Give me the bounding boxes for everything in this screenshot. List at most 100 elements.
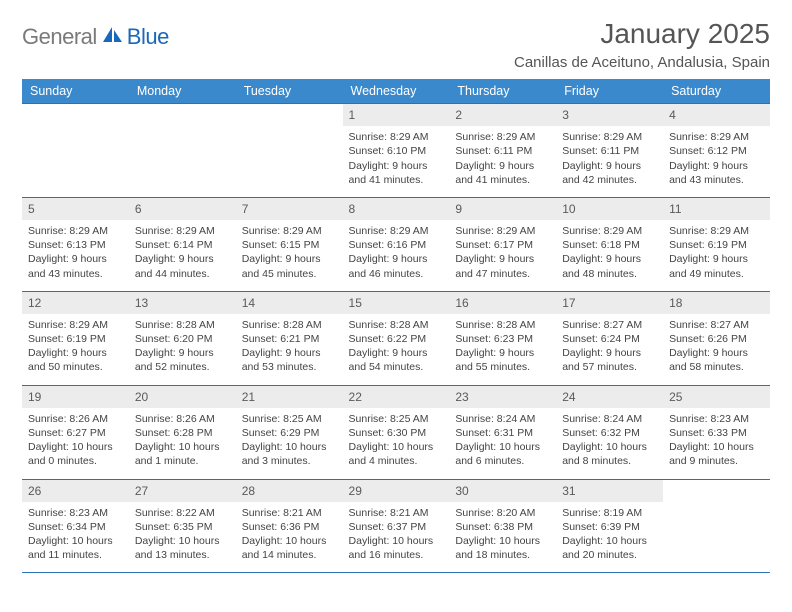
day-number: 12	[22, 292, 129, 314]
calendar-table: Sunday Monday Tuesday Wednesday Thursday…	[22, 79, 770, 573]
weekday-header: Friday	[556, 79, 663, 104]
weekday-header: Saturday	[663, 79, 770, 104]
day-info: Sunrise: 8:25 AM Sunset: 6:30 PM Dayligh…	[349, 412, 444, 469]
calendar-week-row: 19Sunrise: 8:26 AM Sunset: 6:27 PM Dayli…	[22, 385, 770, 479]
brand-general: General	[22, 24, 97, 50]
calendar-day-cell: 21 Sunrise: 8:25 AM Sunset: 6:29 PM Dayli…	[236, 385, 343, 479]
day-info: Sunrise: 8:29 AM Sunset: 6:11 PM Dayligh…	[562, 130, 657, 187]
day-number: 29	[343, 480, 450, 502]
day-info: Sunrise: 8:25 AM Sunset: 6:29 PM Dayligh…	[242, 412, 337, 469]
day-number: 13	[129, 292, 236, 314]
day-info: Sunrise: 8:29 AM Sunset: 6:15 PM Dayligh…	[242, 224, 337, 281]
weekday-header: Sunday	[22, 79, 129, 104]
calendar-day-cell: 17 Sunrise: 8:27 AM Sunset: 6:24 PM Dayli…	[556, 291, 663, 385]
day-number: 30	[449, 480, 556, 502]
day-info: Sunrise: 8:24 AM Sunset: 6:32 PM Dayligh…	[562, 412, 657, 469]
day-number: 23	[449, 386, 556, 408]
day-info: Sunrise: 8:29 AM Sunset: 6:14 PM Dayligh…	[135, 224, 230, 281]
calendar-day-cell: 23 Sunrise: 8:24 AM Sunset: 6:31 PM Dayli…	[449, 385, 556, 479]
calendar-day-cell: 27Sunrise: 8:22 AM Sunset: 6:35 PM Dayli…	[129, 479, 236, 573]
day-number: 15	[343, 292, 450, 314]
weekday-header: Wednesday	[343, 79, 450, 104]
day-info: Sunrise: 8:19 AM Sunset: 6:39 PM Dayligh…	[562, 506, 657, 563]
day-number: 7	[236, 198, 343, 220]
page-title: January 2025	[514, 18, 770, 50]
calendar-day-cell: 19Sunrise: 8:26 AM Sunset: 6:27 PM Dayli…	[22, 385, 129, 479]
day-info: Sunrise: 8:29 AM Sunset: 6:19 PM Dayligh…	[28, 318, 123, 375]
day-info: Sunrise: 8:29 AM Sunset: 6:19 PM Dayligh…	[669, 224, 764, 281]
day-number: 6	[129, 198, 236, 220]
calendar-day-cell: 6 Sunrise: 8:29 AM Sunset: 6:14 PM Daylig…	[129, 197, 236, 291]
calendar-week-row: 12 Sunrise: 8:29 AM Sunset: 6:19 PM Dayli…	[22, 291, 770, 385]
calendar-day-cell: 26 Sunrise: 8:23 AM Sunset: 6:34 PM Dayli…	[22, 479, 129, 573]
calendar-day-cell: 25 Sunrise: 8:23 AM Sunset: 6:33 PM Dayli…	[663, 385, 770, 479]
calendar-day-cell: 2Sunrise: 8:29 AM Sunset: 6:11 PM Daylig…	[449, 104, 556, 198]
calendar-day-cell: 22 Sunrise: 8:25 AM Sunset: 6:30 PM Dayli…	[343, 385, 450, 479]
weekday-header-row: Sunday Monday Tuesday Wednesday Thursday…	[22, 79, 770, 104]
brand-logo: General Blue	[22, 24, 169, 50]
day-info: Sunrise: 8:24 AM Sunset: 6:31 PM Dayligh…	[455, 412, 550, 469]
calendar-day-cell: 8 Sunrise: 8:29 AM Sunset: 6:16 PM Daylig…	[343, 197, 450, 291]
calendar-day-cell	[236, 104, 343, 198]
day-info: Sunrise: 8:29 AM Sunset: 6:13 PM Dayligh…	[28, 224, 123, 281]
day-number: 31	[556, 480, 663, 502]
day-info: Sunrise: 8:29 AM Sunset: 6:16 PM Dayligh…	[349, 224, 444, 281]
day-number: 11	[663, 198, 770, 220]
calendar-day-cell: 1Sunrise: 8:29 AM Sunset: 6:10 PM Daylig…	[343, 104, 450, 198]
day-info: Sunrise: 8:21 AM Sunset: 6:37 PM Dayligh…	[349, 506, 444, 563]
calendar-day-cell: 30 Sunrise: 8:20 AM Sunset: 6:38 PM Dayli…	[449, 479, 556, 573]
day-info: Sunrise: 8:29 AM Sunset: 6:18 PM Dayligh…	[562, 224, 657, 281]
calendar-day-cell: 24 Sunrise: 8:24 AM Sunset: 6:32 PM Dayli…	[556, 385, 663, 479]
day-number: 28	[236, 480, 343, 502]
calendar-day-cell: 7 Sunrise: 8:29 AM Sunset: 6:15 PM Daylig…	[236, 197, 343, 291]
brand-blue: Blue	[127, 24, 169, 50]
calendar-day-cell: 3 Sunrise: 8:29 AM Sunset: 6:11 PM Daylig…	[556, 104, 663, 198]
day-info: Sunrise: 8:26 AM Sunset: 6:28 PM Dayligh…	[135, 412, 230, 469]
calendar-day-cell: 15Sunrise: 8:28 AM Sunset: 6:22 PM Dayli…	[343, 291, 450, 385]
day-info: Sunrise: 8:29 AM Sunset: 6:12 PM Dayligh…	[669, 130, 764, 187]
day-info: Sunrise: 8:28 AM Sunset: 6:21 PM Dayligh…	[242, 318, 337, 375]
calendar-day-cell	[129, 104, 236, 198]
calendar-day-cell: 16 Sunrise: 8:28 AM Sunset: 6:23 PM Dayli…	[449, 291, 556, 385]
day-number: 10	[556, 198, 663, 220]
day-info: Sunrise: 8:29 AM Sunset: 6:17 PM Dayligh…	[455, 224, 550, 281]
day-info: Sunrise: 8:20 AM Sunset: 6:38 PM Dayligh…	[455, 506, 550, 563]
day-info: Sunrise: 8:28 AM Sunset: 6:23 PM Dayligh…	[455, 318, 550, 375]
day-info: Sunrise: 8:21 AM Sunset: 6:36 PM Dayligh…	[242, 506, 337, 563]
day-number: 25	[663, 386, 770, 408]
day-number: 9	[449, 198, 556, 220]
calendar-day-cell	[663, 479, 770, 573]
calendar-day-cell: 9 Sunrise: 8:29 AM Sunset: 6:17 PM Daylig…	[449, 197, 556, 291]
day-number: 19	[22, 386, 129, 408]
day-info: Sunrise: 8:27 AM Sunset: 6:26 PM Dayligh…	[669, 318, 764, 375]
day-number: 5	[22, 198, 129, 220]
brand-sail-icon	[102, 26, 124, 49]
calendar-day-cell: 10 Sunrise: 8:29 AM Sunset: 6:18 PM Dayli…	[556, 197, 663, 291]
day-number: 22	[343, 386, 450, 408]
day-number: 2	[449, 104, 556, 126]
day-number: 21	[236, 386, 343, 408]
day-number: 8	[343, 198, 450, 220]
calendar-day-cell: 28 Sunrise: 8:21 AM Sunset: 6:36 PM Dayli…	[236, 479, 343, 573]
day-info: Sunrise: 8:29 AM Sunset: 6:10 PM Dayligh…	[349, 130, 444, 187]
calendar-day-cell: 13 Sunrise: 8:28 AM Sunset: 6:20 PM Dayli…	[129, 291, 236, 385]
day-number: 26	[22, 480, 129, 502]
calendar-day-cell: 14 Sunrise: 8:28 AM Sunset: 6:21 PM Dayli…	[236, 291, 343, 385]
calendar-week-row: 26 Sunrise: 8:23 AM Sunset: 6:34 PM Dayli…	[22, 479, 770, 573]
day-number: 24	[556, 386, 663, 408]
day-info: Sunrise: 8:23 AM Sunset: 6:34 PM Dayligh…	[28, 506, 123, 563]
weekday-header: Thursday	[449, 79, 556, 104]
day-info: Sunrise: 8:27 AM Sunset: 6:24 PM Dayligh…	[562, 318, 657, 375]
calendar-day-cell	[22, 104, 129, 198]
day-info: Sunrise: 8:23 AM Sunset: 6:33 PM Dayligh…	[669, 412, 764, 469]
day-number: 4	[663, 104, 770, 126]
day-number: 16	[449, 292, 556, 314]
day-number: 3	[556, 104, 663, 126]
calendar-day-cell: 12 Sunrise: 8:29 AM Sunset: 6:19 PM Dayli…	[22, 291, 129, 385]
calendar-day-cell: 20Sunrise: 8:26 AM Sunset: 6:28 PM Dayli…	[129, 385, 236, 479]
day-number: 17	[556, 292, 663, 314]
location-subtitle: Canillas de Aceituno, Andalusia, Spain	[514, 54, 770, 71]
day-number: 14	[236, 292, 343, 314]
calendar-day-cell: 4 Sunrise: 8:29 AM Sunset: 6:12 PM Daylig…	[663, 104, 770, 198]
day-info: Sunrise: 8:28 AM Sunset: 6:20 PM Dayligh…	[135, 318, 230, 375]
